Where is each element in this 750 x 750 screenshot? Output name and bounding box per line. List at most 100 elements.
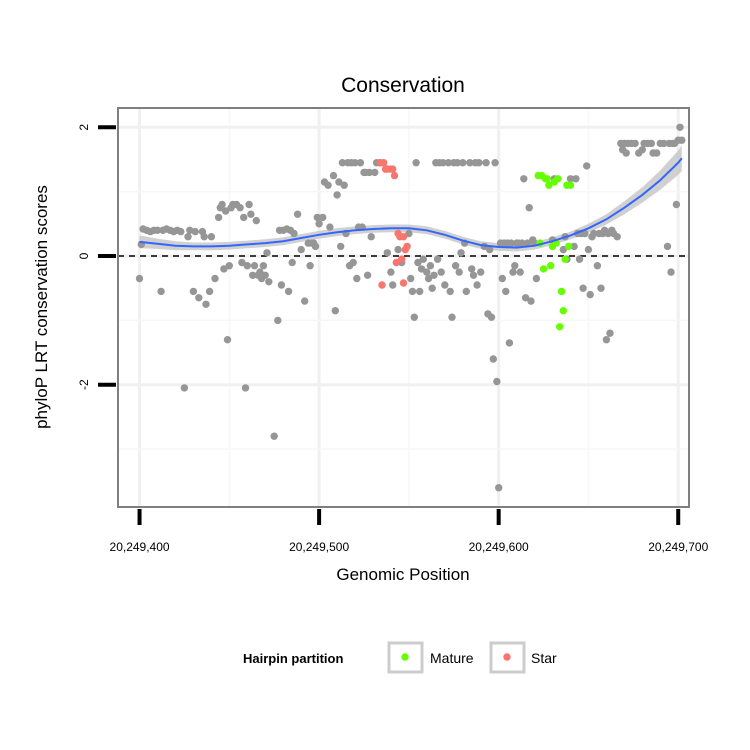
data-point-other bbox=[520, 175, 528, 183]
data-point-other bbox=[410, 313, 418, 321]
data-point-other bbox=[353, 274, 361, 283]
data-point-other bbox=[311, 242, 320, 251]
data-point-other bbox=[389, 281, 397, 289]
data-point-other bbox=[214, 213, 223, 222]
legend-label-star: Star bbox=[531, 650, 557, 666]
data-point-other bbox=[184, 233, 192, 241]
data-point-other bbox=[498, 274, 506, 283]
data-point-star bbox=[403, 242, 411, 251]
panel-border bbox=[117, 107, 690, 508]
data-point-other bbox=[189, 287, 198, 296]
data-point-other bbox=[462, 287, 470, 296]
data-point-other bbox=[315, 220, 323, 228]
data-point-other bbox=[331, 307, 339, 315]
data-point-other bbox=[647, 139, 655, 148]
data-point-other bbox=[502, 287, 510, 296]
data-point-other bbox=[222, 207, 230, 215]
smooth-line bbox=[139, 157, 683, 249]
data-point-other bbox=[495, 484, 503, 492]
data-point-other bbox=[249, 271, 257, 279]
data-point-mature bbox=[566, 181, 575, 189]
data-point-other bbox=[340, 181, 348, 189]
data-point-other bbox=[220, 265, 228, 273]
data-point-other bbox=[444, 159, 453, 167]
data-point-other bbox=[153, 226, 162, 234]
data-point-other bbox=[405, 229, 413, 238]
data-point-other bbox=[256, 268, 264, 276]
data-point-other bbox=[566, 175, 575, 183]
data-point-mature bbox=[539, 265, 548, 273]
data-point-mature bbox=[565, 242, 573, 251]
data-point-other bbox=[277, 281, 286, 289]
data-point-other bbox=[238, 258, 246, 267]
y-axis-title: phyloP LRT conservation scores bbox=[32, 185, 51, 429]
data-point-other bbox=[387, 268, 395, 276]
data-point-other bbox=[491, 159, 499, 167]
data-point-other bbox=[356, 159, 365, 167]
data-point-other bbox=[424, 274, 433, 283]
data-point-other bbox=[428, 284, 436, 292]
data-point-other bbox=[349, 258, 357, 267]
data-point-other bbox=[252, 216, 260, 225]
data-point-other bbox=[414, 258, 422, 267]
data-point-other bbox=[433, 255, 442, 263]
data-point-mature bbox=[547, 262, 555, 270]
data-point-other bbox=[319, 213, 327, 222]
data-point-other bbox=[284, 287, 293, 296]
data-point-other bbox=[469, 271, 478, 279]
data-point-other bbox=[301, 297, 309, 305]
data-point-other bbox=[223, 336, 232, 344]
data-point-other bbox=[672, 200, 681, 209]
data-point-other bbox=[678, 136, 686, 144]
data-point-other bbox=[581, 229, 589, 238]
legend-label-mature: Mature bbox=[430, 650, 474, 666]
data-point-other bbox=[225, 262, 233, 270]
data-point-other bbox=[195, 294, 203, 302]
data-point-other bbox=[477, 268, 485, 276]
data-point-other bbox=[191, 227, 199, 236]
data-point-other bbox=[663, 242, 672, 251]
data-point-other bbox=[523, 239, 532, 247]
x-tick-label: 20,249,500 bbox=[289, 540, 349, 554]
data-point-other bbox=[202, 300, 210, 308]
data-point-other bbox=[507, 239, 515, 247]
data-point-other bbox=[446, 287, 454, 296]
data-point-other bbox=[667, 268, 675, 276]
legend-title: Hairpin partition bbox=[243, 651, 343, 666]
data-point-other bbox=[274, 316, 282, 325]
data-point-mature bbox=[561, 255, 569, 263]
data-point-mature bbox=[545, 181, 553, 189]
series-star bbox=[376, 159, 411, 289]
data-point-other bbox=[383, 249, 391, 257]
data-point-other bbox=[265, 278, 273, 286]
data-point-star bbox=[390, 171, 399, 180]
data-point-other bbox=[486, 245, 494, 254]
data-point-other bbox=[329, 171, 338, 180]
data-point-other bbox=[525, 204, 533, 212]
data-point-star bbox=[398, 255, 406, 263]
data-point-other bbox=[363, 271, 372, 279]
data-point-other bbox=[371, 168, 379, 177]
data-point-other bbox=[394, 245, 402, 254]
smooth-line-path bbox=[139, 157, 683, 249]
data-point-other bbox=[487, 313, 496, 321]
data-point-other bbox=[653, 149, 661, 157]
data-point-other bbox=[335, 178, 343, 186]
y-tick-label: 0 bbox=[77, 252, 91, 259]
x-axis-title: Genomic Position bbox=[336, 565, 469, 584]
data-point-star bbox=[392, 258, 400, 267]
data-point-other bbox=[241, 384, 250, 392]
data-point-other bbox=[205, 287, 214, 296]
data-point-other bbox=[306, 262, 314, 270]
data-point-other bbox=[572, 175, 580, 183]
data-point-other bbox=[493, 377, 501, 386]
data-point-other bbox=[290, 229, 298, 238]
data-point-other bbox=[559, 245, 567, 254]
data-point-other bbox=[590, 229, 598, 238]
legend: Hairpin partition Mature Star bbox=[243, 641, 557, 674]
data-point-other bbox=[602, 336, 611, 344]
data-point-other bbox=[505, 339, 514, 347]
data-point-other bbox=[441, 281, 449, 289]
y-tick-label: 2 bbox=[77, 124, 91, 131]
